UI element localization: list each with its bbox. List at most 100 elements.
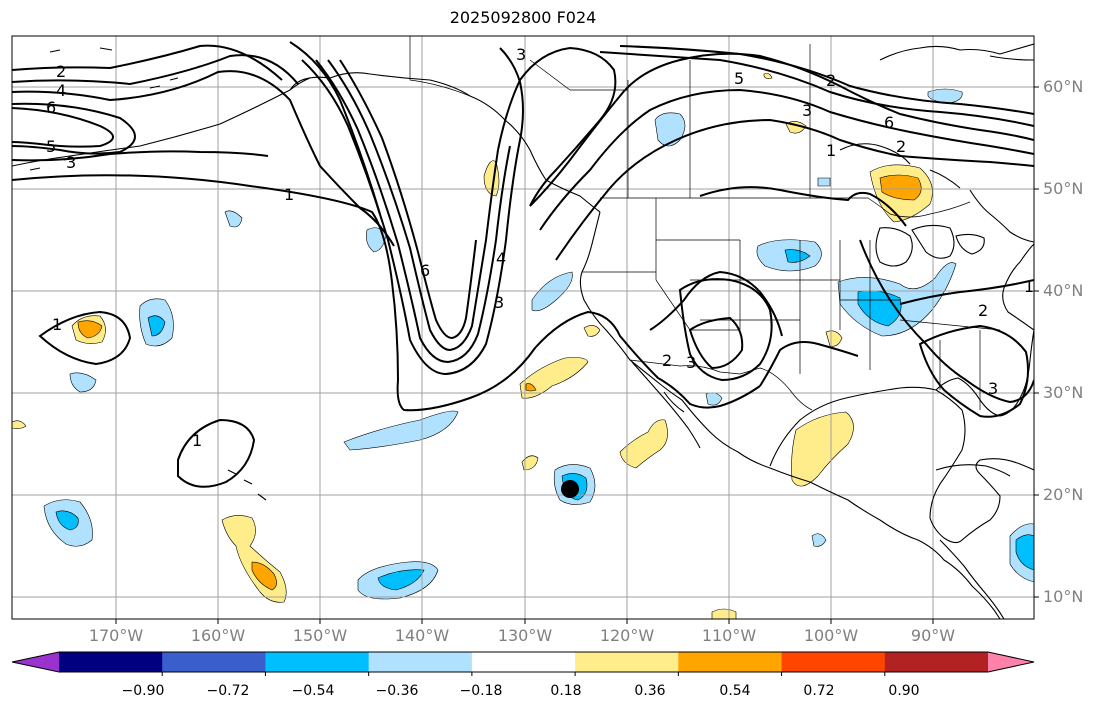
colorbar-tick-label: 0.90: [888, 683, 920, 699]
colorbar-outline: [11, 651, 1035, 673]
colorbar-segment: [884, 652, 989, 672]
contour-label: 4: [496, 249, 506, 268]
political-boundaries: [409, 36, 1001, 411]
coastlines: [12, 43, 1034, 619]
contour-southeast-2: [899, 279, 1034, 305]
coast-alaska: [12, 72, 601, 213]
lon-label: 120°W: [599, 626, 655, 645]
colorbar-tick-label: −0.72: [206, 683, 250, 699]
coast-west-us: [579, 211, 1001, 619]
contour-label: 3: [686, 353, 696, 372]
shade-negative: [705, 392, 723, 406]
contour-trough-3: [327, 59, 499, 352]
shade-negative: [784, 249, 811, 263]
contour-trough-1: [301, 47, 524, 376]
storm-center-marker: [561, 480, 579, 498]
lat-label: 20°N: [1043, 485, 1084, 504]
lat-label: 40°N: [1043, 281, 1084, 300]
axis-ticks: [115, 86, 1039, 624]
map-title: 2025092800 F024: [449, 8, 597, 27]
contour-5a: [12, 102, 136, 155]
contour-label: 6: [884, 113, 894, 132]
lat-label: 50°N: [1043, 179, 1084, 198]
border-us-canada: [600, 197, 971, 218]
contour-jet-east-1: [599, 51, 1034, 127]
shade-positive: [12, 420, 27, 429]
colorbar-tick-label: 0.72: [803, 683, 835, 699]
shade-negative: [69, 372, 97, 393]
lat-label: 30°N: [1043, 383, 1084, 402]
contour-loop-north-pacific: [38, 310, 132, 366]
lon-label: 150°W: [292, 626, 348, 645]
coast-cuba: [935, 464, 1011, 477]
shade-negative: [1015, 534, 1034, 571]
contour-label: 2: [662, 351, 672, 370]
shade-negative: [377, 569, 425, 591]
colorbar-tick-label: 0.54: [719, 683, 751, 699]
shade-negative: [224, 210, 243, 228]
colorbar-segment: [781, 652, 886, 672]
contour-label: 4: [56, 81, 66, 100]
colorbar-segment: [368, 652, 473, 672]
contour-label: 1: [826, 141, 836, 160]
lon-label: 90°W: [910, 626, 956, 645]
shade-positive: [583, 325, 601, 337]
shade-positive: [711, 608, 737, 619]
contour-east-loop-3: [688, 316, 744, 370]
coast-east-us: [1002, 243, 1034, 331]
contour-label: 2: [826, 71, 836, 90]
contour-3b: [12, 150, 269, 162]
contours: [12, 41, 1034, 488]
contour-1b: [759, 341, 859, 387]
lon-label: 130°W: [497, 626, 553, 645]
contour-label: 6: [420, 261, 430, 280]
contour-label: 5: [46, 137, 56, 156]
contour-label: 2: [978, 301, 988, 320]
shade-positive: [251, 561, 277, 591]
shade-positive: [791, 411, 854, 487]
contour-trough-2: [315, 59, 511, 364]
border-alaska-canada: [409, 36, 471, 97]
contour-ridge-1: [497, 46, 617, 207]
shade-positive: [221, 515, 287, 603]
colorbar-segment: [678, 652, 783, 672]
contour-label: 1: [284, 185, 294, 204]
contour-labels: 2 4 6 5 3 1 6 4 3 5 3 6 2 1 1 1 2 3 2 3 …: [46, 45, 1034, 450]
coast-great-lakes: [875, 224, 985, 267]
colorbar-segment: [162, 652, 266, 672]
contour-label: 5: [734, 69, 744, 88]
coast-hudson: [839, 143, 1034, 243]
contour-label: 3: [516, 45, 526, 64]
coast-central-am: [939, 539, 1005, 619]
lon-label: 160°W: [190, 626, 246, 645]
shade-positive: [525, 383, 537, 392]
shade-positive: [619, 419, 668, 469]
colorbar-segment: [265, 652, 370, 672]
contour-3a: [12, 54, 299, 86]
lon-label: 100°W: [803, 626, 859, 645]
shade-positive: [77, 320, 103, 339]
contour-trough-4: [339, 59, 477, 340]
shade-negative: [817, 177, 831, 187]
colorbar-segment: [471, 652, 576, 672]
contour-label: 2: [896, 137, 906, 156]
shade-negative: [366, 227, 387, 253]
contour-label: 2: [56, 62, 66, 81]
shade-negative: [343, 410, 459, 451]
contour-label: 6: [46, 98, 56, 117]
colorbar-tick-label: 0.36: [634, 683, 666, 699]
contour-label: 3: [802, 101, 812, 120]
colorbar-tick-label: −0.90: [121, 683, 165, 699]
colorbar-tick-label: −0.54: [291, 683, 335, 699]
border-us-states: [582, 198, 1001, 410]
contour-label: 3: [988, 379, 998, 398]
lon-label: 170°W: [88, 626, 144, 645]
shade-positive: [763, 73, 773, 79]
contour-label: 1: [1024, 277, 1034, 296]
contour-label: 1: [192, 431, 202, 450]
lon-label: 140°W: [394, 626, 450, 645]
shade-negative: [147, 315, 166, 337]
contour-trough-5: [289, 41, 381, 215]
contour-6a: [12, 107, 114, 148]
